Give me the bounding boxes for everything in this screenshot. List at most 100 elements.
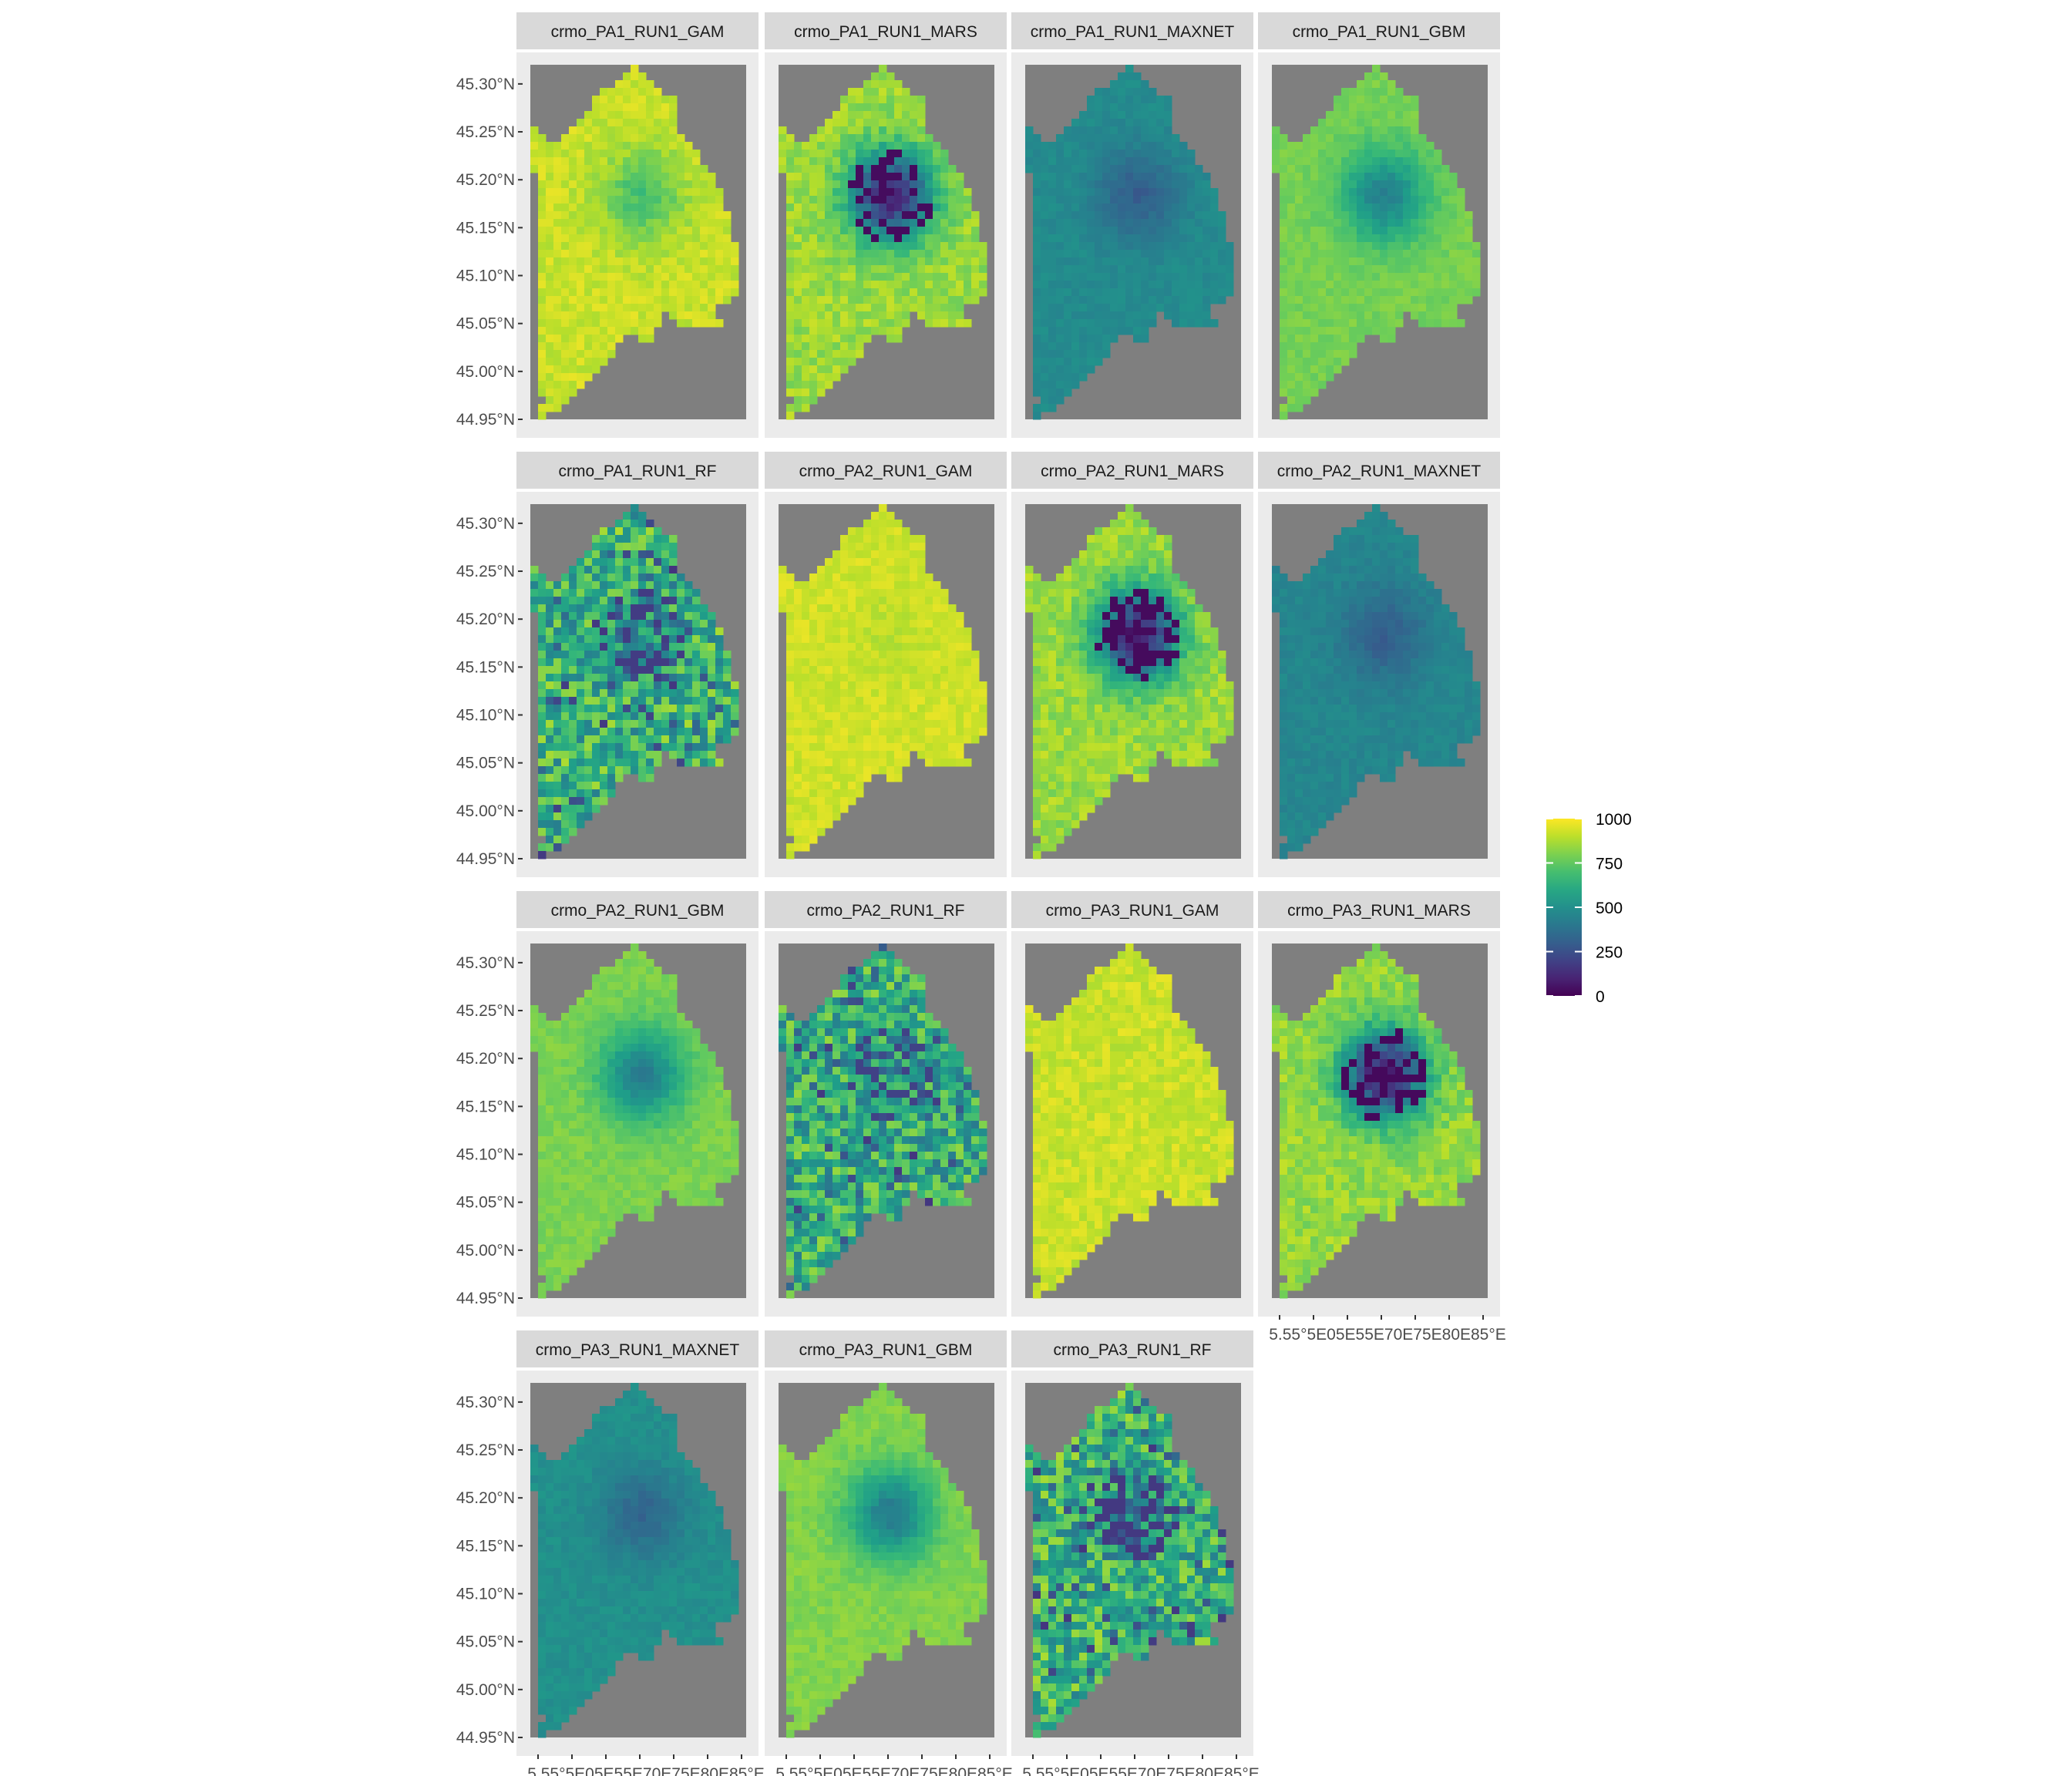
raster-cell	[623, 597, 631, 605]
raster-cell	[794, 635, 802, 644]
raster-cell	[569, 373, 577, 382]
raster-cell	[1334, 358, 1342, 366]
raster-cell	[538, 712, 547, 721]
raster-cell	[1087, 96, 1095, 104]
raster-cell	[786, 250, 795, 258]
raster-cell	[1318, 265, 1327, 274]
raster-cell	[1280, 211, 1288, 220]
raster-cell	[1125, 566, 1134, 574]
raster-cell	[1141, 265, 1149, 274]
raster-cell	[1110, 180, 1118, 189]
raster-cell	[592, 319, 600, 328]
raster-cell	[1380, 219, 1388, 227]
raster-cell	[1287, 219, 1296, 227]
raster-cell	[1202, 234, 1211, 243]
raster-cell	[623, 204, 631, 212]
raster-cell	[646, 735, 654, 744]
raster-cell	[631, 227, 639, 235]
raster-cell	[631, 735, 639, 744]
raster-cell	[886, 681, 895, 690]
raster-cell	[1172, 627, 1180, 636]
raster-cell	[794, 311, 802, 320]
raster-cell	[592, 743, 600, 752]
raster-cell	[631, 196, 639, 204]
raster-cell	[715, 689, 724, 698]
raster-cell	[584, 134, 593, 143]
raster-cell	[731, 705, 739, 713]
raster-cell	[538, 365, 547, 374]
raster-cell	[1079, 180, 1088, 189]
raster-cell	[1048, 273, 1057, 281]
raster-cell	[1033, 311, 1041, 320]
raster-cell	[646, 712, 654, 721]
raster-cell	[1048, 196, 1057, 204]
raster-cell	[669, 666, 678, 674]
raster-cell	[669, 620, 678, 628]
raster-cell	[1172, 257, 1180, 266]
raster-cell	[910, 126, 918, 135]
raster-cell	[917, 635, 926, 644]
raster-cell	[809, 705, 818, 713]
raster-cell	[863, 581, 872, 590]
raster-cell	[700, 697, 708, 705]
raster-cell	[661, 188, 670, 197]
raster-cell	[684, 597, 693, 605]
raster-cell	[569, 388, 577, 397]
raster-cell	[794, 250, 802, 258]
raster-cell	[553, 142, 562, 150]
raster-cell	[638, 550, 647, 559]
raster-cell	[802, 735, 810, 744]
raster-cell	[1141, 126, 1149, 135]
raster-cell	[863, 257, 872, 266]
raster-cell	[948, 666, 957, 674]
raster-cell	[669, 304, 678, 312]
raster-cell	[561, 797, 570, 806]
raster-cell	[677, 651, 685, 659]
raster-cell	[979, 242, 987, 251]
raster-cell	[615, 96, 624, 104]
raster-cell	[538, 728, 547, 736]
raster-cell	[902, 604, 910, 613]
raster-cell	[600, 782, 608, 790]
raster-cell	[940, 296, 949, 304]
raster-cell	[856, 96, 864, 104]
raster-cell	[646, 219, 654, 227]
raster-cell	[546, 836, 554, 844]
raster-cell	[1133, 520, 1142, 528]
raster-cell	[638, 196, 647, 204]
raster-cell	[569, 219, 577, 227]
raster-cell	[1064, 165, 1072, 173]
raster-cell	[684, 627, 693, 636]
raster-cell	[1195, 234, 1203, 243]
raster-cell	[863, 543, 872, 551]
raster-cell	[553, 396, 562, 405]
raster-cell	[925, 712, 933, 721]
raster-cell	[1110, 111, 1118, 119]
raster-cell	[1418, 180, 1427, 189]
raster-cell	[1056, 242, 1065, 251]
raster-cell	[631, 520, 639, 528]
raster-cell	[1164, 273, 1172, 281]
raster-cell	[631, 304, 639, 312]
raster-cell	[1102, 173, 1111, 181]
raster-cell	[1202, 612, 1211, 621]
raster-cell	[1141, 296, 1149, 304]
raster-cell	[631, 119, 639, 127]
raster-cell	[917, 211, 926, 220]
raster-cell	[956, 188, 964, 197]
raster-cell	[1280, 250, 1288, 258]
raster-cell	[817, 350, 826, 358]
raster-cell	[708, 643, 716, 651]
raster-cell	[1318, 350, 1327, 358]
raster-cell	[1133, 265, 1142, 274]
raster-cell	[848, 111, 856, 119]
raster-cell	[1125, 204, 1134, 212]
raster-cell	[848, 327, 856, 335]
raster-cell	[569, 735, 577, 744]
raster-cell	[1303, 242, 1311, 251]
raster-cell	[894, 211, 903, 220]
raster-cell	[546, 296, 554, 304]
raster-cell	[1149, 103, 1157, 112]
raster-cell	[1071, 311, 1080, 320]
raster-cell	[1418, 304, 1427, 312]
